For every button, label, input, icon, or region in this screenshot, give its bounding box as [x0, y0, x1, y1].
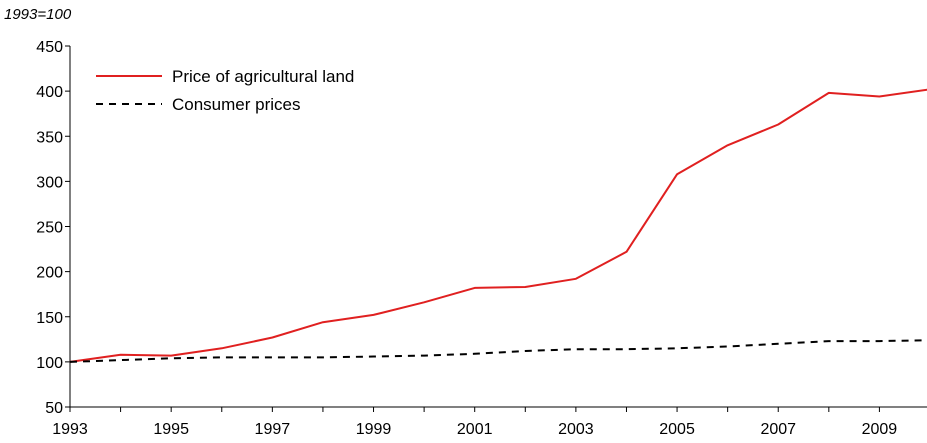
unit-label: 1993=100: [4, 6, 72, 23]
y-tick-label: 50: [45, 400, 63, 417]
x-tick-label: 2007: [760, 421, 796, 438]
x-tick-label: 2009: [862, 421, 898, 438]
x-tick-label: 1997: [255, 421, 291, 438]
legend-label: Consumer prices: [172, 95, 301, 114]
series-layer: [69, 88, 927, 363]
series-line-agricultural-land: [69, 88, 927, 363]
axes: 450 400 350 300 250 200 150 100 50 1993 1995 1997 19…: [36, 39, 927, 438]
y-tick-label: 450: [36, 39, 63, 56]
x-tick-label: 2003: [558, 421, 594, 438]
y-tick-label: 200: [36, 265, 63, 282]
x-tick-label: 2001: [457, 421, 493, 438]
series-line-consumer-prices: [69, 339, 927, 363]
x-tick-label: 1993: [52, 421, 88, 438]
y-tick-label: 150: [36, 310, 63, 327]
x-tick-label: 1995: [153, 421, 189, 438]
x-tick-label: 1999: [356, 421, 392, 438]
legend-label: Price of agricultural land: [172, 67, 354, 86]
x-tick-label: 2005: [659, 421, 695, 438]
y-tick-label: 250: [36, 220, 63, 237]
y-tick-label: 350: [36, 129, 63, 146]
legend: Price of agricultural land Consumer price…: [96, 67, 354, 114]
y-tick-label: 400: [36, 84, 63, 101]
y-tick-label: 100: [36, 355, 63, 372]
y-tick-label: 300: [36, 174, 63, 191]
